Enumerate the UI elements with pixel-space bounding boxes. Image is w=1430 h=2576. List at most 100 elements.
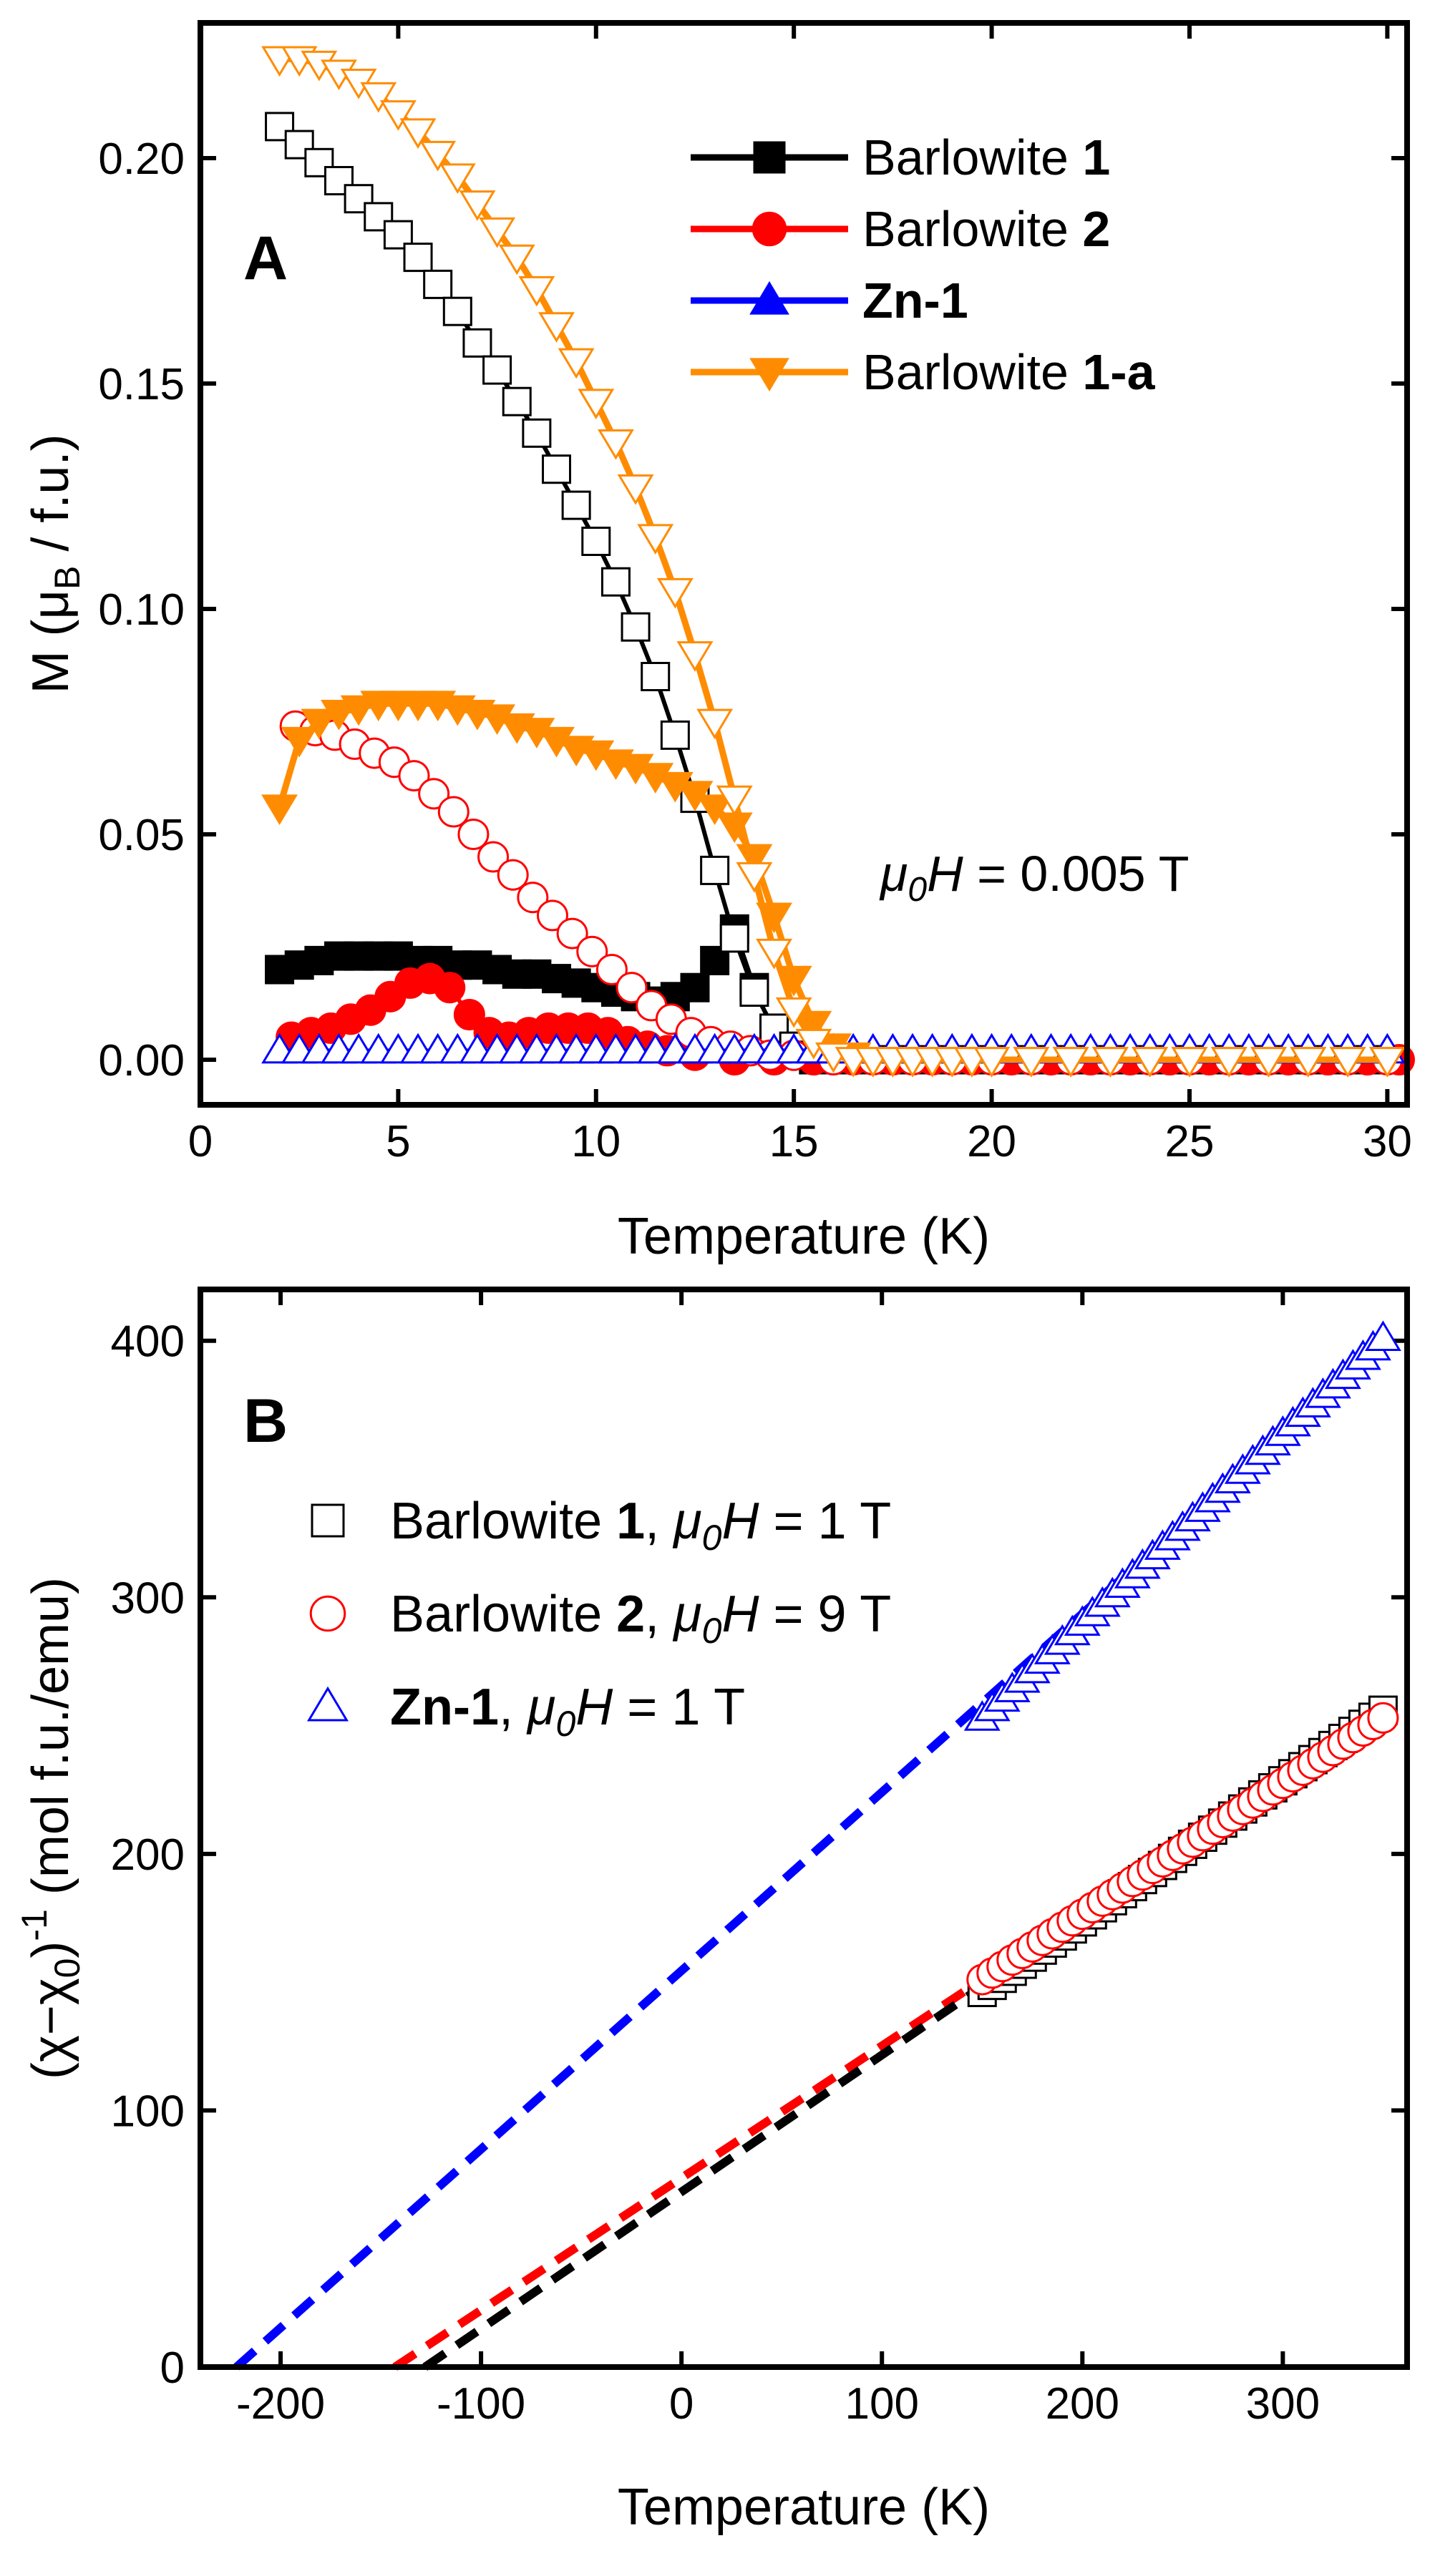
data-point [498,244,535,275]
data-point [518,275,555,307]
data-point [621,612,651,642]
x-tick-label: 100 [845,2379,918,2429]
legend-marker [749,280,789,315]
data-point [556,917,588,950]
y-tick-label: 300 [111,1574,185,1623]
data-point [1171,1047,1208,1078]
data-point [304,147,334,177]
x-tick-label: -100 [437,2379,525,2429]
panel-a: 0 5 10 15 20 25 30 0.00 0.05 0.10 0.15 0.20 A Barlo… [22,20,1415,1265]
data-point [538,312,575,343]
field-annotation: μ0H = 0.005 T [879,846,1190,909]
legend-marker [749,358,789,392]
x-tick-label: 15 [769,1117,819,1166]
legend-name: Barlowite [390,1493,616,1550]
legend-sep: , [645,1586,673,1643]
data-point [595,953,628,986]
data-point [597,429,634,460]
data-point [457,818,490,851]
data-point [775,997,812,1028]
panel-a-ylabel: M (μB / f.u.) [22,434,87,694]
data-point [1052,1047,1089,1078]
x-tick-label: -200 [236,2379,325,2429]
data-point [398,760,430,792]
data-point [973,1047,1011,1078]
legend-name: Barlowite [390,1586,616,1643]
x-tick-label: 25 [1164,1117,1214,1166]
data-point [403,243,433,273]
data-point [1013,1047,1050,1078]
legend-bold: 2 [616,1586,645,1643]
data-point [284,130,314,160]
panel-a-tick-labels: 0 5 10 15 20 25 30 0.00 0.05 0.10 0.15 0.20 [98,135,1412,1166]
y-tick-label: 0.10 [98,585,185,635]
data-point [517,882,549,914]
data-point [1091,1047,1129,1078]
data-point [1250,1047,1287,1078]
data-point [462,328,492,358]
data-point [561,490,591,520]
x-tick-label: 200 [1046,2379,1119,2429]
legend-label: Zn-1, μ0H = 1 T [390,1679,745,1744]
data-point [1329,1047,1366,1078]
legend-sub: 0 [555,1704,575,1744]
legend-label: Zn-1 [862,273,968,328]
data-point [616,972,648,1004]
panel-a-frame [198,20,1410,1108]
data-point [581,527,611,556]
legend-bold: 1-a [1082,344,1155,400]
legend-field: = 1 T [759,1493,891,1550]
data-point [379,100,417,131]
legend-h: H [575,1679,613,1736]
data-point [459,190,496,221]
legend-bold: 2 [1082,201,1110,257]
legend-bold: 1 [1082,130,1110,185]
data-point [736,862,773,893]
data-point [637,524,674,555]
data-point [479,217,516,248]
panel-b-frame [198,1287,1410,2370]
y-tick-label: 0.00 [98,1036,185,1085]
data-point [1364,1320,1401,1352]
data-point [301,708,338,740]
panel-b-data [233,1320,1401,2371]
data-point [453,998,485,1031]
data-point [660,720,690,750]
panel-b-ylabel: (χ−χ0)-1 (mol f.u./emu) [14,1577,87,2079]
y-tick-label: 0 [160,2343,185,2393]
data-point [739,977,769,1007]
data-point [680,972,710,1002]
data-point [1290,1047,1327,1078]
data-point [576,935,608,967]
data-point [716,785,753,816]
x-tick-label: 10 [571,1117,621,1166]
legend-label: Barlowite 2, μ0H = 9 T [390,1586,891,1651]
data-point [756,938,792,970]
x-tick-label: 30 [1363,1117,1412,1166]
x-tick-label: 20 [967,1117,1016,1166]
data-point [434,972,466,1004]
data-point [522,418,552,448]
panel-a-xlabel: Temperature (K) [618,1208,990,1265]
panel-a-data [261,46,1415,1078]
data-point [1132,1047,1169,1078]
legend-mu: μ [672,1493,701,1550]
legend-marker [306,1686,349,1722]
y-tick-label: 100 [111,2087,185,2136]
legend-field: = 9 T [759,1586,891,1643]
x-tick-label: 0 [188,1117,213,1166]
legend-label: Barlowite 2 [862,201,1110,257]
data-point [399,118,437,149]
legend-bold: Zn-1 [390,1679,499,1736]
legend-mu: μ [526,1679,555,1736]
legend-sep: , [499,1679,527,1736]
data-point [261,794,298,825]
data-point [676,641,714,672]
legend-h: H [721,1586,759,1643]
legend-label: Barlowite 1-a [862,344,1156,400]
data-point [482,355,512,385]
